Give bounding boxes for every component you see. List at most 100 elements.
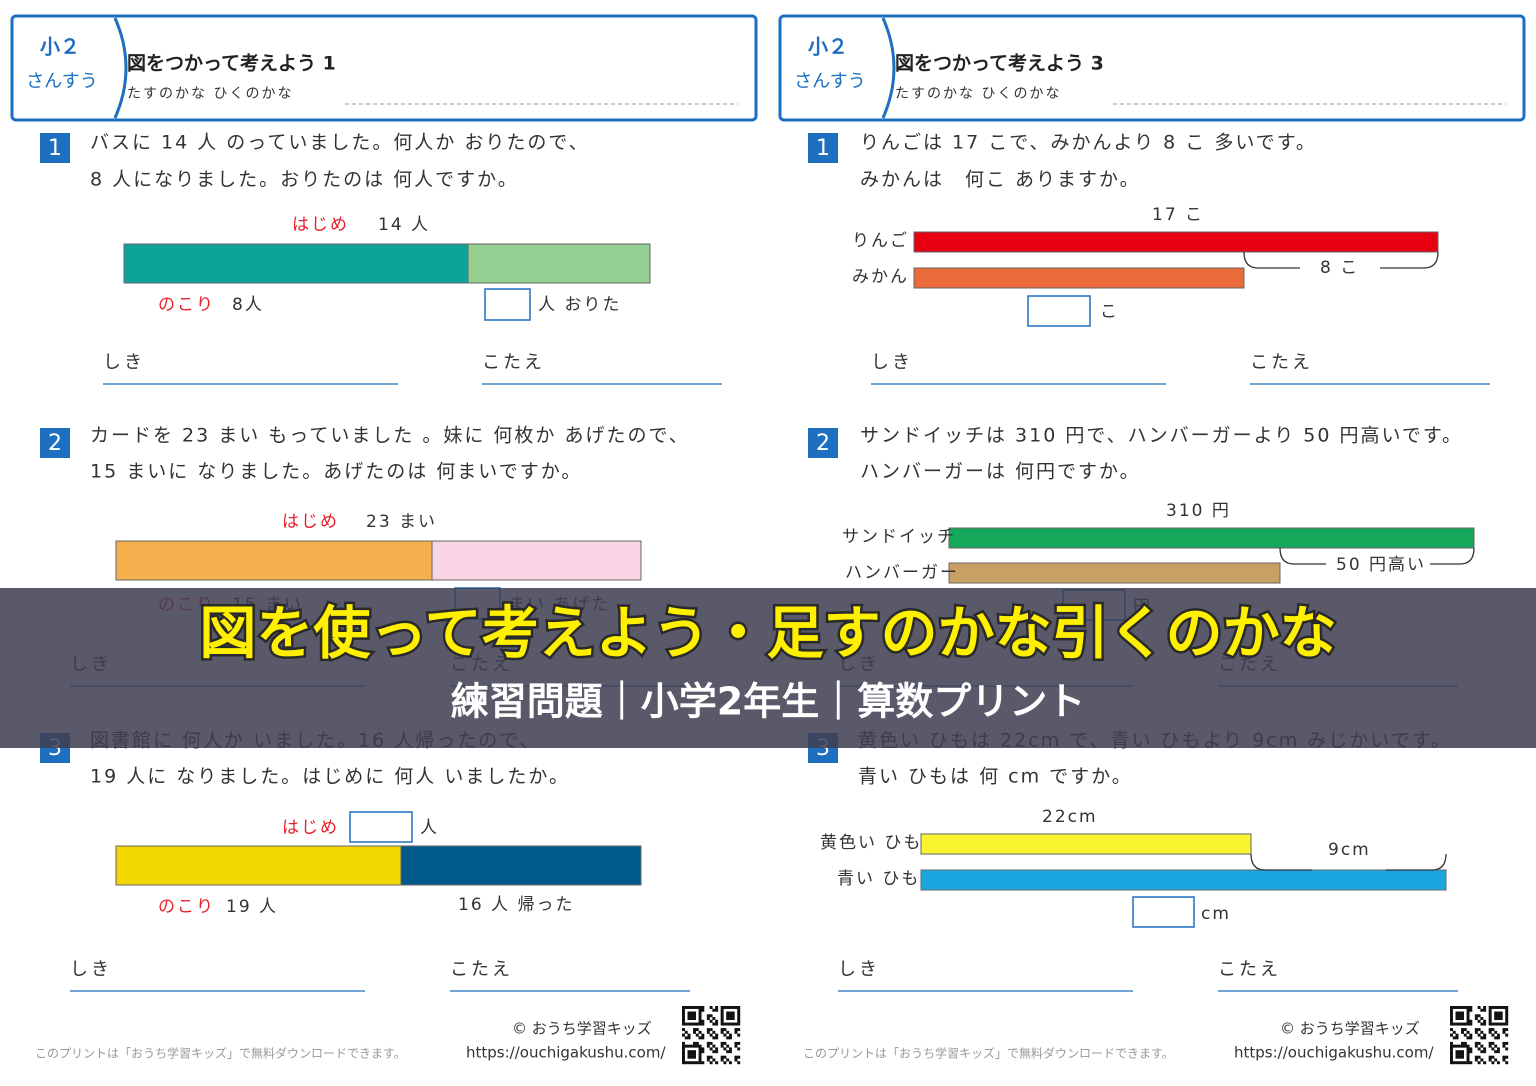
qr-module — [1496, 1017, 1500, 1021]
qr-module — [720, 1022, 724, 1026]
brace — [1243, 251, 1439, 269]
qr-module — [1499, 1011, 1503, 1015]
problem-number-box — [40, 133, 70, 163]
qr-module — [1458, 1050, 1462, 1054]
qr-module — [734, 1058, 738, 1062]
qr-module — [1450, 1033, 1453, 1037]
qr-module — [1455, 1050, 1459, 1054]
qr-module — [1483, 1047, 1487, 1051]
qr-module — [712, 1022, 716, 1026]
qr-module — [1488, 1017, 1492, 1021]
qr-module — [1463, 1028, 1467, 1032]
qr-module — [682, 1022, 685, 1026]
qr-module — [701, 1047, 705, 1051]
qr-module — [1469, 1006, 1473, 1009]
qr-module — [715, 1008, 719, 1012]
qr-module — [1458, 1055, 1462, 1059]
qr-module — [726, 1006, 730, 1009]
qr-module — [709, 1061, 713, 1065]
qr-module — [1455, 1061, 1459, 1065]
qr-module — [1463, 1006, 1467, 1009]
qr-module — [1477, 1006, 1481, 1009]
qr-module — [1469, 1061, 1473, 1065]
answer-label: こたえ — [1218, 959, 1281, 980]
qr-module — [726, 1011, 730, 1015]
qr-module — [1505, 1055, 1509, 1059]
qr-module — [698, 1044, 702, 1048]
qr-module — [695, 1044, 699, 1048]
qr-module — [723, 1006, 727, 1009]
qr-module — [690, 1011, 694, 1015]
tape-bar — [467, 243, 651, 284]
qr-module — [1488, 1006, 1492, 1009]
tape-bar — [920, 833, 1252, 855]
qr-module — [682, 1017, 685, 1021]
qr-module — [723, 1028, 727, 1032]
qr-module — [698, 1006, 702, 1009]
qr-module — [1474, 1044, 1478, 1048]
qr-module — [1450, 1008, 1453, 1012]
qr-module — [1491, 1061, 1495, 1065]
qr-module — [682, 1061, 685, 1065]
tape-bar — [115, 540, 433, 581]
diagram-label: ハンバーガー — [845, 563, 959, 583]
qr-module — [698, 1022, 702, 1026]
qr-module — [690, 1061, 694, 1065]
qr-module — [1463, 1061, 1467, 1065]
qr-module — [706, 1017, 710, 1021]
problem-text: ハンバーガーは 何円ですか。 — [860, 461, 1141, 483]
qr-module — [720, 1008, 724, 1012]
diagram-label: りんご — [852, 231, 909, 251]
qr-module — [706, 1028, 710, 1032]
qr-module — [712, 1036, 716, 1040]
qr-module — [706, 1044, 710, 1048]
qr-module — [701, 1019, 705, 1023]
qr-module — [737, 1006, 741, 1009]
qr-module — [1469, 1050, 1473, 1054]
qr-module — [698, 1011, 702, 1015]
qr-module — [720, 1041, 724, 1045]
qr-module — [698, 1047, 702, 1051]
qr-module — [728, 1050, 732, 1054]
qr-module — [1494, 1017, 1498, 1021]
qr-module — [1483, 1036, 1487, 1040]
qr-module — [1455, 1022, 1459, 1026]
qr-module — [693, 1055, 697, 1059]
qr-module — [1455, 1014, 1459, 1018]
qr-module — [1488, 1014, 1492, 1018]
qr-module — [1477, 1019, 1481, 1023]
qr-module — [1466, 1061, 1470, 1065]
qr-module — [1488, 1030, 1492, 1034]
brace — [1279, 547, 1475, 565]
qr-module — [1494, 1036, 1498, 1040]
qr-module — [737, 1014, 741, 1018]
qr-module — [682, 1055, 685, 1059]
qr-module — [693, 1052, 697, 1056]
problem: 1 りんごは 17 こで、みかんより 8 こ 多いです。みかんは 何こ ありますか… — [808, 132, 1490, 385]
qr-module — [715, 1033, 719, 1037]
qr-module — [693, 1006, 697, 1009]
tape-bar — [920, 869, 1447, 891]
qr-module — [1483, 1050, 1487, 1054]
qr-module — [731, 1011, 735, 1015]
qr-module — [687, 1006, 691, 1009]
qr-module — [720, 1017, 724, 1021]
qr-module — [1466, 1047, 1470, 1051]
qr-module — [695, 1033, 699, 1037]
banner-band — [0, 588, 1536, 748]
qr-module — [731, 1006, 735, 1009]
problem-number: 2 — [816, 431, 830, 456]
formula-label: しき — [871, 352, 913, 373]
sheet-subtitle: たすのかな ひくのかな — [127, 86, 293, 102]
qr-module — [715, 1050, 719, 1054]
qr-module — [715, 1036, 719, 1040]
qr-module — [709, 1014, 713, 1018]
qr-module — [682, 1052, 685, 1056]
sheet-title: 図をつかって考えよう 1 — [127, 53, 336, 75]
qr-module — [1474, 1041, 1478, 1045]
qr-module — [734, 1030, 738, 1034]
qr-module — [1455, 1011, 1459, 1015]
qr-module — [1505, 1041, 1509, 1045]
qr-module — [1483, 1061, 1487, 1065]
tape-bar — [913, 231, 1439, 253]
